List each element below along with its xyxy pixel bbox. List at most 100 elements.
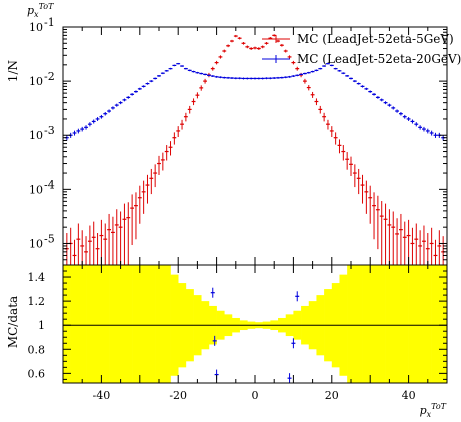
data-point	[341, 72, 346, 75]
data-point	[418, 125, 423, 130]
band-segment	[93, 265, 102, 383]
band-segment	[385, 265, 394, 383]
data-point	[183, 112, 188, 122]
data-point	[95, 233, 100, 265]
data-point	[391, 211, 396, 265]
data-point	[222, 76, 227, 79]
data-point	[352, 80, 357, 83]
ratio-y-tick-label: 1.2	[28, 295, 46, 308]
data-point	[279, 43, 284, 47]
data-point	[379, 98, 384, 102]
data-point	[103, 223, 108, 265]
data-point	[418, 230, 423, 265]
data-point	[164, 69, 169, 72]
legend-red-label: MC (LeadJet-52eta-5GeV)	[297, 32, 454, 46]
data-point	[410, 119, 415, 124]
data-point	[276, 39, 280, 43]
data-point	[391, 106, 396, 110]
band-segment	[109, 265, 118, 383]
data-point	[172, 64, 177, 67]
data-point	[375, 96, 380, 99]
data-point	[226, 76, 231, 79]
band-segment	[347, 265, 356, 383]
ratio-uncertainty-band	[63, 265, 448, 383]
band-segment	[63, 265, 71, 383]
ratio-y-tick-label: 0.6	[28, 367, 46, 380]
data-point	[149, 80, 154, 83]
data-point	[72, 239, 77, 265]
data-point	[126, 202, 131, 265]
data-point	[95, 117, 100, 121]
data-point	[291, 75, 296, 78]
data-point	[222, 49, 227, 53]
data-point	[241, 77, 246, 80]
data-point	[333, 132, 338, 145]
data-point	[283, 49, 288, 53]
data-point	[134, 90, 138, 93]
data-point	[295, 74, 300, 77]
data-point	[256, 47, 261, 50]
data-point	[395, 109, 399, 113]
data-point	[164, 145, 169, 161]
data-point	[114, 209, 119, 265]
data-point	[203, 73, 207, 76]
data-point	[372, 192, 376, 240]
band-segment	[431, 265, 440, 383]
data-point	[157, 74, 161, 77]
data-point	[241, 42, 246, 45]
data-point	[233, 34, 238, 38]
data-point	[107, 109, 111, 113]
data-point	[249, 47, 254, 50]
band-segment	[362, 265, 371, 383]
data-point	[141, 180, 146, 214]
band-segment	[70, 265, 79, 383]
data-point	[364, 87, 369, 91]
data-point	[176, 62, 181, 65]
data-point	[322, 65, 327, 67]
data-point	[406, 117, 411, 121]
data-point	[295, 66, 300, 71]
band-segment	[78, 265, 87, 383]
data-point	[279, 76, 284, 79]
data-point	[122, 203, 127, 265]
data-point	[111, 106, 115, 110]
data-point	[410, 227, 415, 265]
series-blue-points	[64, 62, 446, 141]
data-point	[237, 37, 242, 40]
series-red-points	[64, 34, 446, 265]
data-point	[310, 91, 315, 98]
data-point	[199, 72, 204, 75]
data-point	[111, 216, 115, 265]
x-tick-label: 40	[402, 389, 416, 402]
data-point	[91, 119, 96, 124]
data-point	[287, 55, 292, 59]
x-tick-label: -20	[169, 389, 187, 402]
data-point	[395, 218, 399, 265]
data-point	[264, 42, 269, 45]
data-point	[199, 85, 204, 91]
y-tick-label: 10	[29, 21, 43, 34]
data-point	[360, 174, 365, 204]
data-point	[218, 55, 223, 59]
data-point	[99, 114, 104, 119]
ratio-point	[295, 291, 300, 302]
data-point	[68, 227, 73, 265]
band-segment	[377, 265, 386, 383]
data-point	[352, 164, 357, 188]
data-point	[183, 67, 188, 70]
data-point	[195, 71, 200, 74]
data-point	[141, 85, 146, 88]
y-tick-exponent: -4	[44, 178, 55, 191]
data-point	[126, 96, 131, 99]
data-point	[226, 44, 231, 48]
main-y-ticks: 10-110-210-310-410-5	[29, 16, 447, 266]
data-point	[130, 194, 135, 246]
data-point	[341, 145, 346, 161]
data-point	[118, 211, 123, 265]
data-point	[137, 185, 142, 224]
x-tick-label: 0	[252, 389, 259, 402]
data-point	[375, 195, 380, 250]
data-point	[149, 168, 154, 195]
data-point	[230, 39, 234, 43]
